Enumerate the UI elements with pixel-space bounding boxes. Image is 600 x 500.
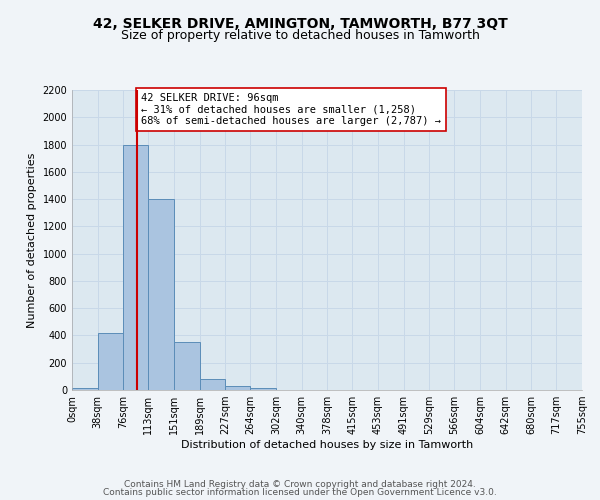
Text: 42 SELKER DRIVE: 96sqm
← 31% of detached houses are smaller (1,258)
68% of semi-: 42 SELKER DRIVE: 96sqm ← 31% of detached… (141, 92, 441, 126)
Bar (250, 388, 276, 390)
Bar (124, 144, 148, 390)
Text: 42, SELKER DRIVE, AMINGTON, TAMWORTH, B77 3QT: 42, SELKER DRIVE, AMINGTON, TAMWORTH, B7… (92, 18, 508, 32)
Text: Contains public sector information licensed under the Open Government Licence v3: Contains public sector information licen… (103, 488, 497, 497)
Bar (72, 388, 98, 390)
Y-axis label: Number of detached properties: Number of detached properties (27, 152, 37, 328)
Bar (200, 379, 226, 390)
X-axis label: Distribution of detached houses by size in Tamworth: Distribution of detached houses by size … (181, 440, 473, 450)
Bar (174, 342, 200, 390)
Bar (226, 386, 250, 390)
Text: Contains HM Land Registry data © Crown copyright and database right 2024.: Contains HM Land Registry data © Crown c… (124, 480, 476, 489)
Bar (98, 332, 124, 390)
Text: Size of property relative to detached houses in Tamworth: Size of property relative to detached ho… (121, 29, 479, 42)
Bar (148, 199, 174, 390)
